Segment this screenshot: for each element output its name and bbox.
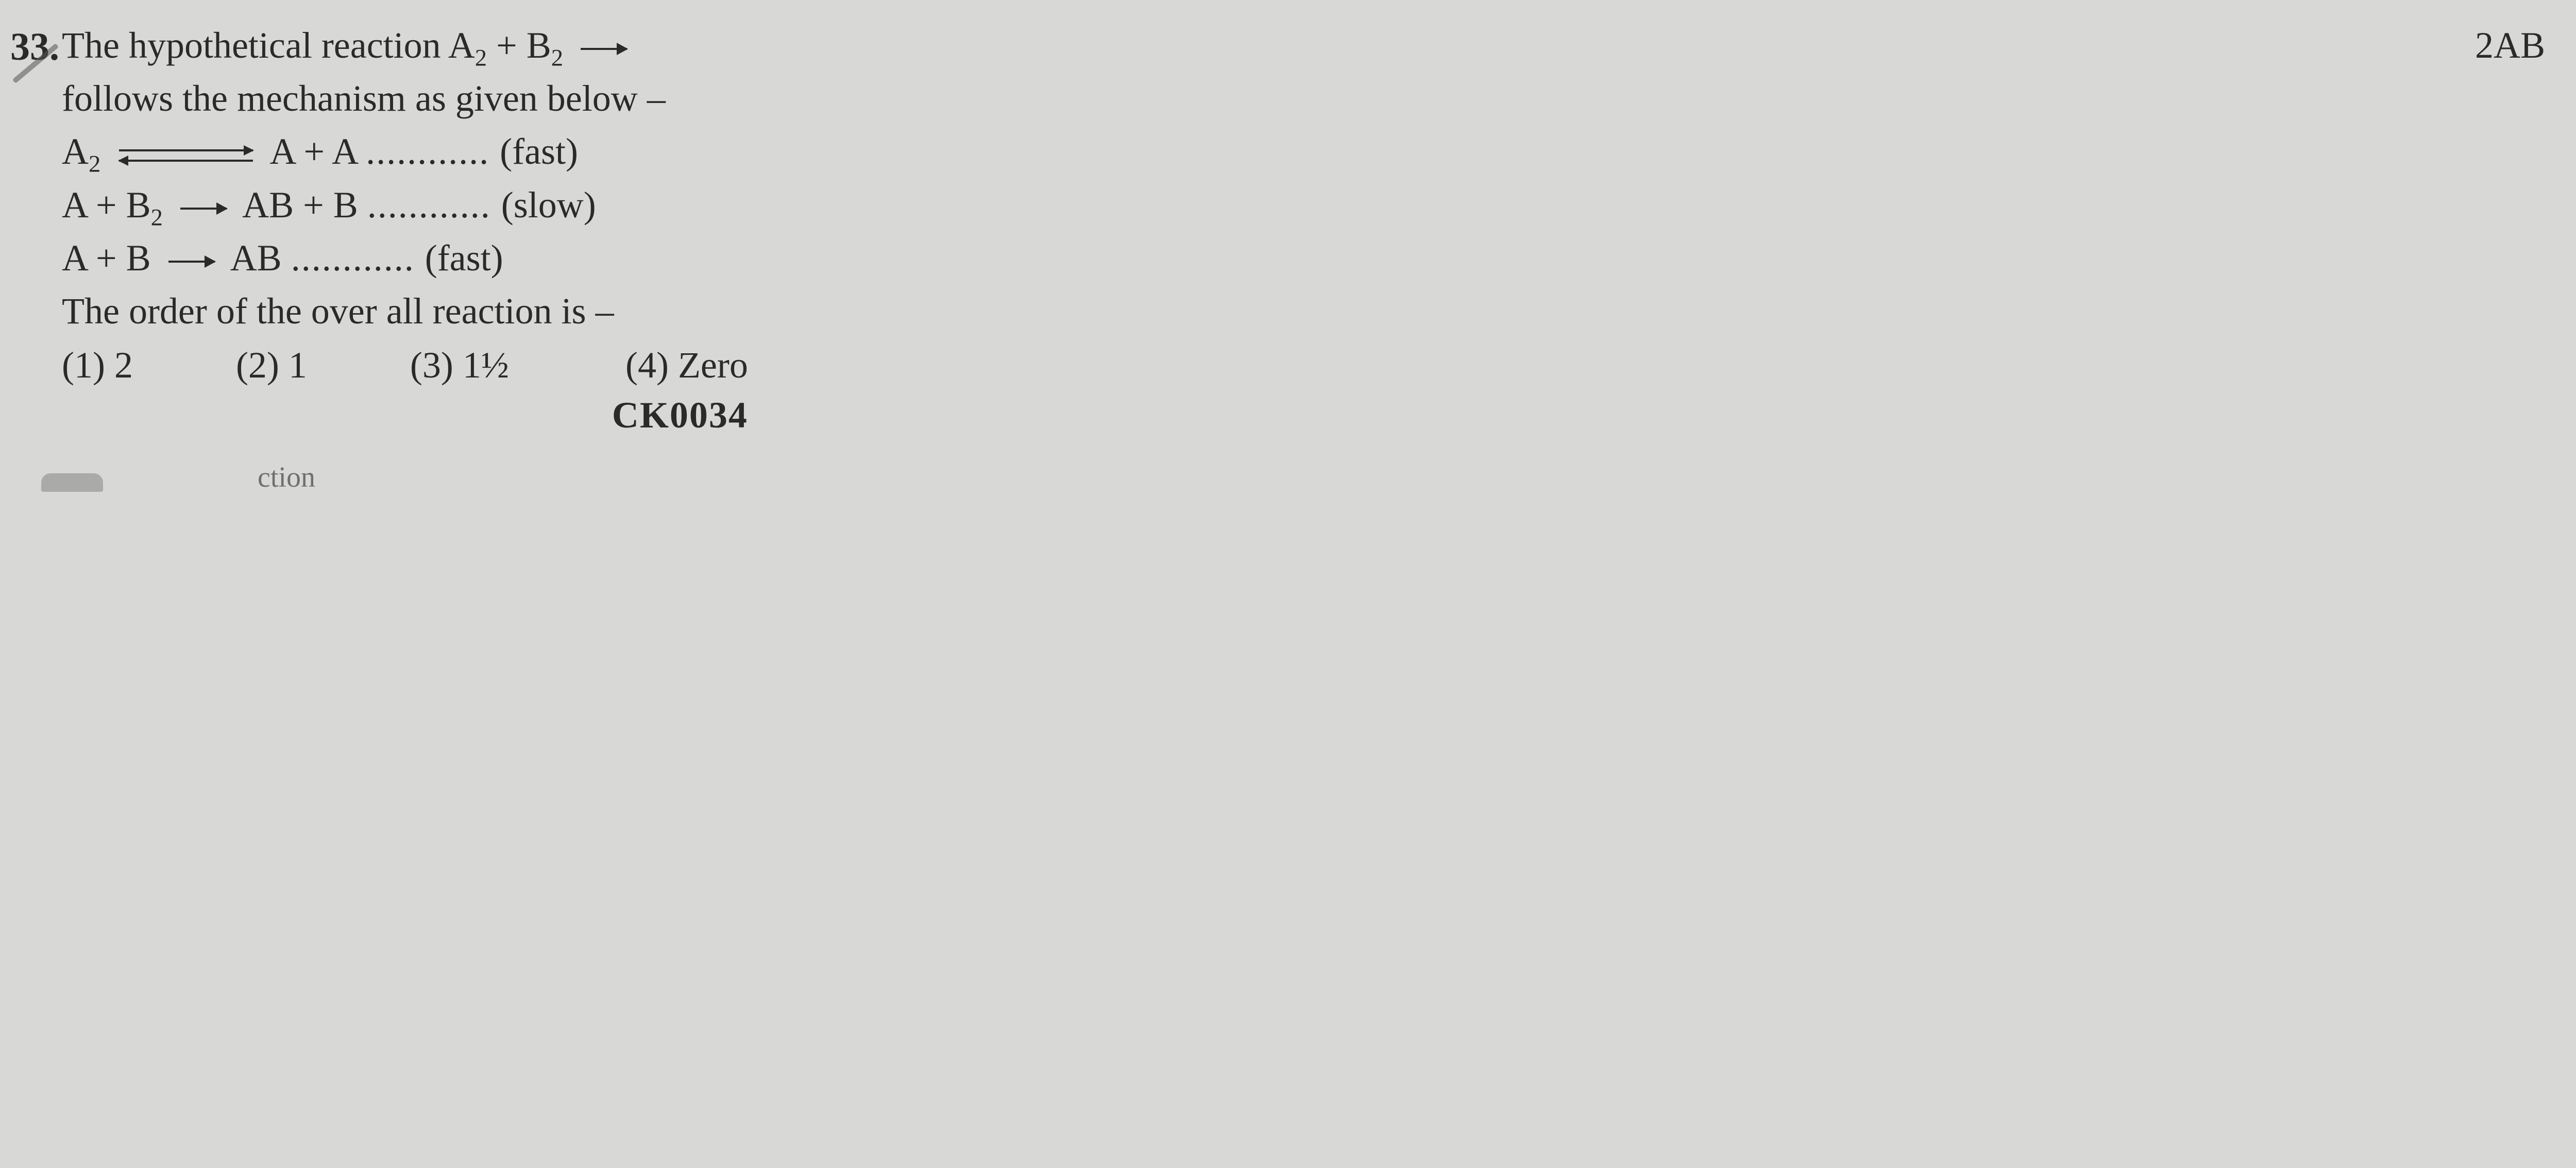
rate-note: (fast) [500,131,578,172]
product: AB + B [242,184,358,226]
question-ask: The order of the over all reaction is – [62,286,2545,336]
text-fragment: The hypothetical reaction A2 + B2 [62,21,635,71]
option-1: (1) 2 [62,340,133,390]
reactant: A + B [62,184,151,226]
product: AB [230,237,282,279]
subscript: 2 [475,44,487,71]
option-4: (4) Zero [625,340,748,390]
subscript: 2 [151,204,163,231]
mechanism-step-1: A2 A + A ............ (fast) [62,127,2545,177]
dots: ............ [366,131,500,172]
option-4-and-code: (4) Zero CK0034 [612,340,748,440]
dots: ............ [291,237,425,279]
dots: ............ [367,184,501,226]
product: A + A [269,131,357,172]
question-line-1: The hypothetical reaction A2 + B2 2AB [62,21,2545,71]
option-3: (3) 1½ [410,340,509,390]
text: + B [487,25,551,66]
right-arrow-icon [180,208,227,210]
question-block: 33. The hypothetical reaction A2 + B2 2A… [0,0,2576,507]
cutoff-text: ction [258,458,2545,497]
mechanism-step-3: A + B AB ............ (fast) [62,233,2545,283]
equilibrium-arrow-icon [119,148,253,163]
option-2: (2) 1 [236,340,307,390]
reactant: A + B [62,237,151,279]
right-arrow-icon [168,261,215,263]
question-code: CK0034 [612,390,748,440]
rate-note: (fast) [425,237,503,279]
text: The hypothetical reaction A [62,25,475,66]
mechanism-step-2: A + B2 AB + B ............ (slow) [62,180,2545,230]
product-text: 2AB [2475,21,2545,71]
question-number: 33. [10,21,59,74]
reactant: A [62,131,89,172]
subscript: 2 [551,44,563,71]
rate-note: (slow) [501,184,596,226]
subscript: 2 [89,151,100,178]
right-arrow-icon [581,48,627,50]
options-row: (1) 2 (2) 1 (3) 1½ (4) Zero CK0034 [62,340,2545,440]
question-line-2: follows the mechanism as given below – [62,74,2545,124]
